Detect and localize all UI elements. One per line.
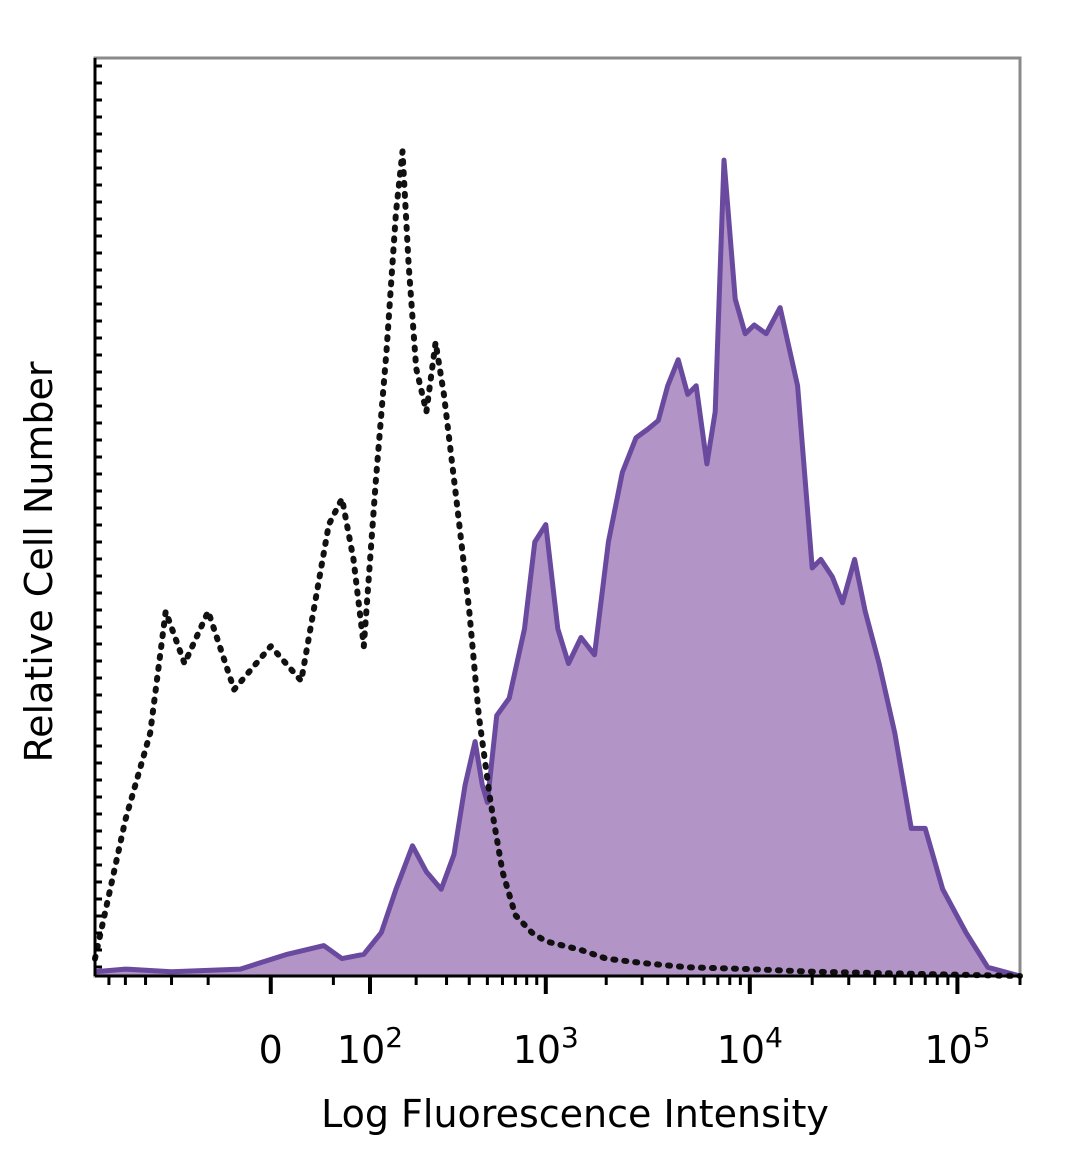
sample-histogram-fill <box>95 160 1020 977</box>
x-tick-label: 102 <box>337 1021 403 1072</box>
control-histogram-dotted <box>92 148 1023 979</box>
y-axis-minor-ticks <box>95 64 102 969</box>
x-axis-tick-labels: 0 102 103 104 105 <box>259 1021 991 1072</box>
x-tick-label: 104 <box>717 1021 783 1072</box>
y-axis-title: Relative Cell Number <box>17 361 61 762</box>
x-axis-title: Log Fluorescence Intensity <box>321 1092 829 1136</box>
x-tick-label: 105 <box>924 1021 990 1072</box>
series-layer <box>92 148 1023 979</box>
x-tick-label: 0 <box>259 1028 283 1072</box>
sample-histogram-outline <box>94 157 1021 979</box>
x-tick-label: 103 <box>513 1021 579 1072</box>
x-axis-ticks <box>107 976 1022 994</box>
